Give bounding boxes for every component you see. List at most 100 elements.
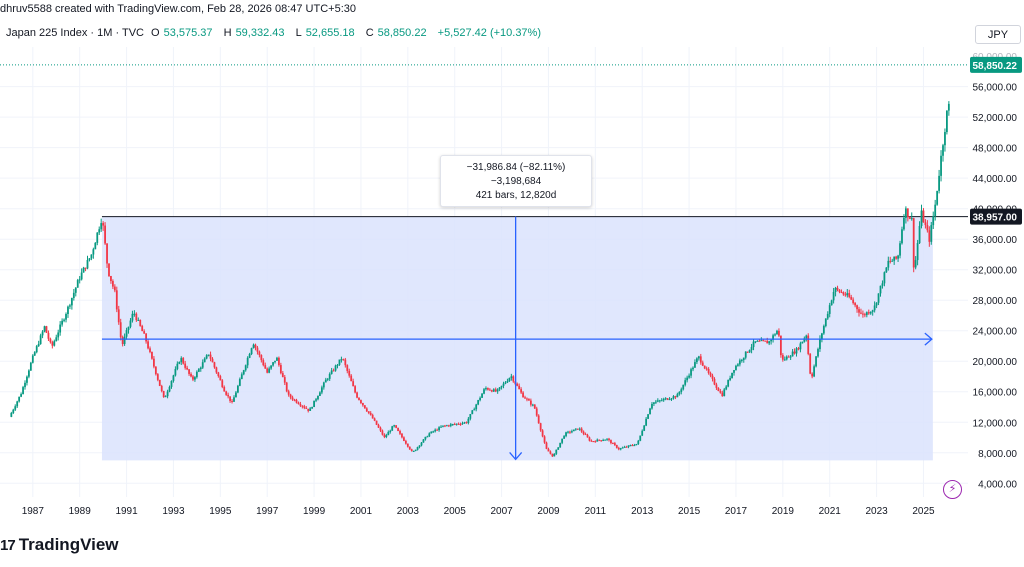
candle-body — [459, 423, 462, 425]
candle-body — [930, 225, 933, 242]
candle-body — [520, 389, 523, 393]
candle-body — [47, 332, 50, 339]
candle-body — [426, 436, 429, 438]
candle-body — [403, 437, 405, 441]
x-tick-label: 2003 — [397, 506, 420, 517]
candle-body — [858, 309, 860, 313]
candle-body — [104, 225, 106, 244]
candle-body — [381, 430, 384, 435]
candle-body — [547, 448, 550, 452]
candle-body — [516, 383, 519, 386]
candle-body — [428, 433, 431, 437]
candle-body — [584, 434, 587, 436]
currency-button[interactable]: JPY — [975, 25, 1021, 44]
candle-body — [299, 404, 302, 406]
y-tick-label: 16,000.00 — [973, 388, 1018, 399]
candle-body — [215, 367, 218, 373]
candle-body — [199, 367, 202, 370]
candle-body — [641, 430, 644, 436]
candle-body — [549, 451, 552, 454]
candle-body — [600, 440, 603, 442]
candle-body — [221, 380, 224, 387]
candle-body — [385, 435, 388, 438]
candle-body — [113, 286, 116, 291]
candle-body — [799, 343, 802, 350]
candle-body — [29, 362, 32, 371]
candle-body — [869, 311, 872, 314]
candle-body — [709, 373, 712, 376]
candle-body — [561, 438, 564, 443]
candle-body — [529, 400, 532, 405]
candle-body — [654, 401, 657, 403]
candle-body — [467, 418, 470, 424]
candle-body — [731, 372, 733, 379]
candle-body — [817, 349, 819, 357]
candle-body — [256, 347, 259, 352]
candle-body — [912, 218, 915, 268]
candle-body — [602, 440, 605, 442]
candle-body — [217, 372, 220, 377]
y-tick-label: 56,000.00 — [973, 83, 1018, 94]
candle-body — [488, 389, 491, 391]
candle-body — [162, 391, 165, 397]
candle-body — [774, 334, 776, 336]
candle-body — [545, 442, 548, 449]
candle-body — [434, 429, 437, 432]
candle-body — [41, 331, 44, 336]
candle-body — [539, 423, 542, 431]
candle-body — [862, 313, 864, 315]
candle-body — [942, 145, 944, 156]
lightning-icon[interactable]: ⚡ — [943, 480, 962, 499]
candle-body — [463, 422, 466, 424]
candle-body — [78, 279, 81, 281]
candle-body — [178, 362, 181, 364]
candle-body — [184, 363, 187, 368]
candle-body — [98, 229, 101, 233]
candle-body — [522, 392, 524, 398]
candle-body — [779, 335, 782, 356]
candle-body — [721, 392, 724, 397]
candle-body — [830, 300, 833, 306]
low-label: L — [295, 27, 302, 39]
candle-body — [791, 351, 794, 357]
candle-body — [938, 175, 940, 191]
candle-body — [69, 305, 71, 307]
candle-body — [172, 375, 175, 381]
candle-body — [592, 441, 595, 443]
candle-body — [748, 350, 751, 353]
candle-body — [250, 348, 253, 354]
candle-body — [408, 446, 411, 450]
candle-body — [350, 375, 353, 382]
close-label: C — [365, 27, 374, 39]
candle-body — [717, 387, 720, 392]
candle-body — [18, 396, 21, 402]
symbol-name[interactable]: Japan 225 Index · 1M · TVC — [6, 27, 144, 39]
candle-body — [555, 449, 558, 454]
candle-body — [617, 447, 620, 450]
y-tick-label: 12,000.00 — [973, 418, 1018, 429]
candle-body — [86, 260, 89, 269]
candle-body — [908, 217, 911, 219]
candle-body — [373, 418, 376, 421]
level-badge-label: 38,957.00 — [973, 213, 1018, 224]
candle-body — [135, 313, 138, 321]
candle-body — [904, 208, 907, 218]
candle-body — [936, 190, 939, 205]
candle-body — [391, 426, 394, 431]
candle-body — [264, 365, 267, 369]
candle-body — [131, 313, 134, 321]
chart-credit: dhruv5588 created with TradingView.com, … — [0, 3, 356, 15]
candle-body — [504, 382, 507, 384]
candle-body — [944, 132, 946, 146]
candle-body — [445, 425, 448, 427]
candle-body — [295, 399, 298, 403]
candle-body — [436, 429, 439, 431]
candle-body — [479, 397, 481, 401]
candle-body — [512, 376, 515, 382]
candle-body — [387, 432, 390, 436]
candle-body — [778, 330, 780, 336]
candle-body — [631, 445, 634, 447]
candle-body — [477, 400, 480, 405]
open-label: O — [151, 27, 160, 39]
